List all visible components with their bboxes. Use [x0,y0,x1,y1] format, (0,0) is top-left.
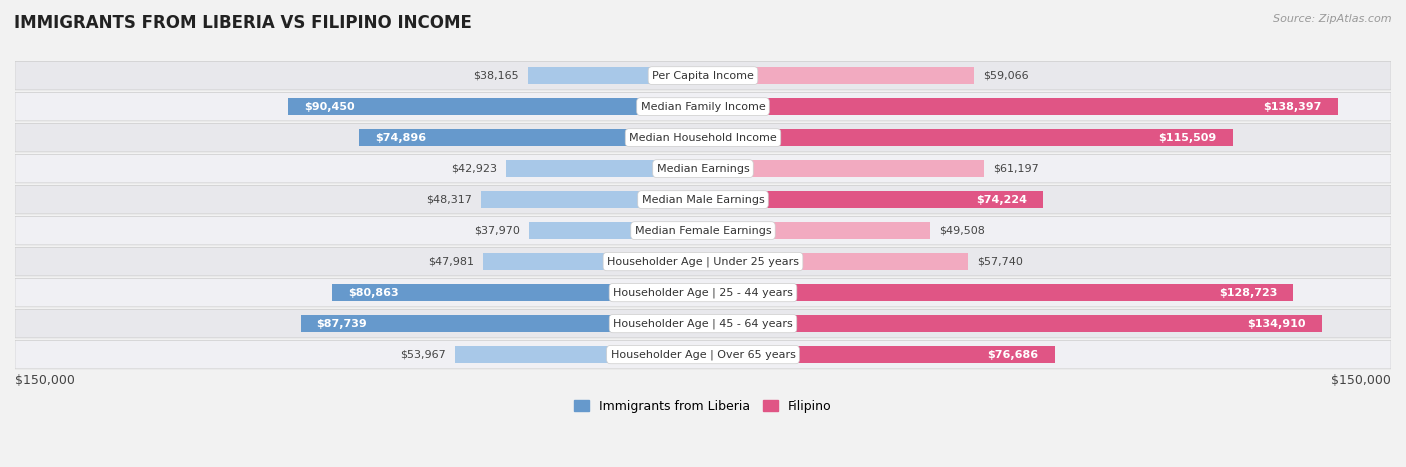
Text: $115,509: $115,509 [1159,133,1216,142]
Bar [332,284,703,301]
FancyBboxPatch shape [15,309,1391,338]
Text: $47,981: $47,981 [427,256,474,267]
Bar [360,129,703,146]
Bar [506,160,703,177]
Text: $90,450: $90,450 [304,102,354,112]
Bar [703,346,1054,363]
Text: $150,000: $150,000 [1331,374,1391,387]
FancyBboxPatch shape [15,340,1391,369]
Bar [529,222,703,239]
FancyBboxPatch shape [15,155,1391,183]
Bar [703,284,1294,301]
Text: $128,723: $128,723 [1219,288,1278,297]
Text: $87,739: $87,739 [316,318,367,329]
FancyBboxPatch shape [15,216,1391,245]
Text: Median Male Earnings: Median Male Earnings [641,195,765,205]
Bar [703,253,967,270]
Legend: Immigrants from Liberia, Filipino: Immigrants from Liberia, Filipino [569,395,837,418]
Bar [703,191,1043,208]
Text: $38,165: $38,165 [474,71,519,81]
Text: $134,910: $134,910 [1247,318,1306,329]
FancyBboxPatch shape [15,92,1391,121]
Bar [456,346,703,363]
Text: Median Earnings: Median Earnings [657,163,749,174]
Text: Median Female Earnings: Median Female Earnings [634,226,772,236]
Text: $42,923: $42,923 [451,163,496,174]
Text: Householder Age | Under 25 years: Householder Age | Under 25 years [607,256,799,267]
Bar [481,191,703,208]
Bar [703,222,931,239]
Bar [703,67,974,84]
Text: $61,197: $61,197 [993,163,1039,174]
Bar [703,315,1322,332]
Bar [703,129,1233,146]
Bar [703,98,1337,115]
Text: Per Capita Income: Per Capita Income [652,71,754,81]
Bar [288,98,703,115]
Text: $138,397: $138,397 [1264,102,1322,112]
Text: Source: ZipAtlas.com: Source: ZipAtlas.com [1274,14,1392,24]
Text: Median Family Income: Median Family Income [641,102,765,112]
Bar [703,160,984,177]
Text: Median Household Income: Median Household Income [628,133,778,142]
Text: IMMIGRANTS FROM LIBERIA VS FILIPINO INCOME: IMMIGRANTS FROM LIBERIA VS FILIPINO INCO… [14,14,472,32]
Text: $48,317: $48,317 [426,195,472,205]
FancyBboxPatch shape [15,61,1391,90]
Bar [527,67,703,84]
Text: $53,967: $53,967 [401,350,446,360]
Text: $80,863: $80,863 [349,288,399,297]
Text: $74,224: $74,224 [976,195,1028,205]
Bar [301,315,703,332]
Text: $49,508: $49,508 [939,226,986,236]
Text: $76,686: $76,686 [987,350,1039,360]
Text: $57,740: $57,740 [977,256,1024,267]
Text: $59,066: $59,066 [983,71,1029,81]
Text: $74,896: $74,896 [375,133,426,142]
Bar [482,253,703,270]
Text: $150,000: $150,000 [15,374,75,387]
FancyBboxPatch shape [15,123,1391,152]
FancyBboxPatch shape [15,278,1391,307]
Text: Householder Age | 45 - 64 years: Householder Age | 45 - 64 years [613,318,793,329]
FancyBboxPatch shape [15,185,1391,214]
FancyBboxPatch shape [15,248,1391,276]
Text: Householder Age | 25 - 44 years: Householder Age | 25 - 44 years [613,287,793,298]
Text: $37,970: $37,970 [474,226,520,236]
Text: Householder Age | Over 65 years: Householder Age | Over 65 years [610,349,796,360]
